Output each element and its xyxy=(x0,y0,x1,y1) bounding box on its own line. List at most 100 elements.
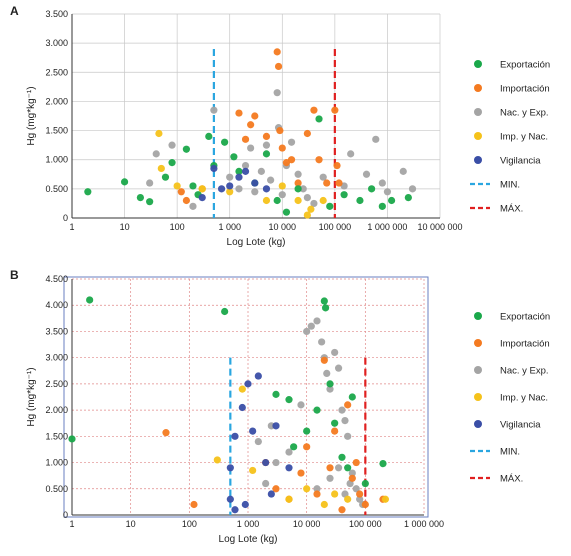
data-point xyxy=(356,490,364,498)
data-point xyxy=(323,369,331,377)
data-point xyxy=(344,432,352,440)
data-point xyxy=(235,173,243,181)
data-point xyxy=(247,144,255,152)
data-point xyxy=(348,393,356,401)
data-point xyxy=(310,199,318,208)
data-point xyxy=(217,185,226,193)
y-tick-label: 2.000 xyxy=(45,405,68,415)
data-point xyxy=(352,485,360,493)
data-point xyxy=(235,109,243,117)
data-point xyxy=(262,479,270,488)
y-tick-label: 3.000 xyxy=(45,38,68,48)
data-point xyxy=(331,348,339,357)
data-point xyxy=(294,179,302,187)
data-point xyxy=(303,327,311,336)
panel-letter-b: B xyxy=(10,268,19,282)
legend-marker-importación xyxy=(474,84,482,92)
x-tick-label: 100 000 xyxy=(349,519,382,529)
data-point xyxy=(251,188,259,196)
data-point xyxy=(303,211,311,219)
data-point xyxy=(205,132,213,140)
data-point xyxy=(331,427,339,435)
data-point xyxy=(221,138,229,146)
y-tick-label: 0 xyxy=(63,213,68,223)
data-point xyxy=(278,191,286,199)
data-point xyxy=(326,474,334,482)
data-point xyxy=(249,427,257,435)
data-point xyxy=(379,460,387,468)
data-point xyxy=(347,150,355,158)
data-point xyxy=(315,115,323,123)
data-point xyxy=(338,406,346,414)
data-point xyxy=(226,182,234,190)
data-point xyxy=(297,469,305,477)
data-point xyxy=(378,179,386,187)
legend-label-imp-y-nac: Imp. y Nac. xyxy=(500,132,548,143)
data-point xyxy=(273,196,281,205)
data-point xyxy=(198,185,206,193)
data-point xyxy=(320,500,328,509)
y-tick-label: 0.500 xyxy=(45,484,68,494)
data-point xyxy=(352,458,360,467)
data-point xyxy=(251,112,259,120)
data-point xyxy=(267,490,275,498)
data-point xyxy=(238,385,246,393)
y-tick-label: 1.000 xyxy=(45,155,68,165)
data-point xyxy=(168,159,176,167)
data-point xyxy=(326,202,334,210)
data-point xyxy=(320,297,328,305)
data-point xyxy=(307,322,315,330)
legend-marker-vigilancia xyxy=(474,156,482,164)
data-point xyxy=(290,443,298,451)
x-axis-label: Log Lote (kg) xyxy=(227,237,286,248)
data-point xyxy=(285,495,293,503)
y-tick-label: 4.500 xyxy=(45,274,68,284)
x-tick-label: 1 000 xyxy=(218,222,241,232)
y-axis-label: Hg (mg*kg⁻¹) xyxy=(26,367,37,426)
data-point xyxy=(272,422,280,430)
data-point xyxy=(348,469,356,477)
y-tick-label: 1.500 xyxy=(45,126,68,136)
data-point xyxy=(331,490,339,498)
x-axis-label: Log Lote (kg) xyxy=(219,534,278,545)
data-point xyxy=(136,194,144,202)
data-point xyxy=(68,435,76,443)
legend-label-min: MIN. xyxy=(500,447,520,458)
data-point xyxy=(368,185,376,193)
data-point xyxy=(294,196,302,205)
data-point xyxy=(189,182,197,190)
data-point xyxy=(226,495,234,503)
data-point xyxy=(323,179,331,187)
data-point xyxy=(276,126,284,135)
data-point xyxy=(303,485,311,493)
data-point xyxy=(344,495,352,503)
data-point xyxy=(348,474,356,482)
data-point xyxy=(319,196,327,205)
legend-label-exportación: Exportación xyxy=(500,60,550,71)
data-point xyxy=(341,417,349,425)
data-point xyxy=(162,429,170,437)
data-point xyxy=(173,182,181,190)
data-point xyxy=(241,167,250,175)
data-point xyxy=(287,156,296,164)
data-point xyxy=(146,179,154,187)
legend-label-importación: Importación xyxy=(500,84,550,95)
data-point xyxy=(356,196,364,205)
data-point xyxy=(326,464,334,472)
data-point xyxy=(177,188,185,196)
data-point xyxy=(361,500,369,509)
x-tick-label: 100 000 xyxy=(319,222,352,232)
data-point xyxy=(231,506,239,514)
y-tick-label: 0 xyxy=(63,510,68,520)
legend-marker-nac-y-exp xyxy=(474,108,482,116)
data-point xyxy=(257,167,265,175)
data-point xyxy=(378,202,386,210)
data-point xyxy=(338,453,346,461)
data-point xyxy=(331,106,339,114)
data-point xyxy=(84,188,92,196)
x-tick-label: 10 000 000 xyxy=(417,222,462,232)
y-tick-label: 3.500 xyxy=(45,326,68,336)
data-point xyxy=(262,185,271,193)
data-point xyxy=(235,167,243,175)
data-point xyxy=(297,401,305,409)
